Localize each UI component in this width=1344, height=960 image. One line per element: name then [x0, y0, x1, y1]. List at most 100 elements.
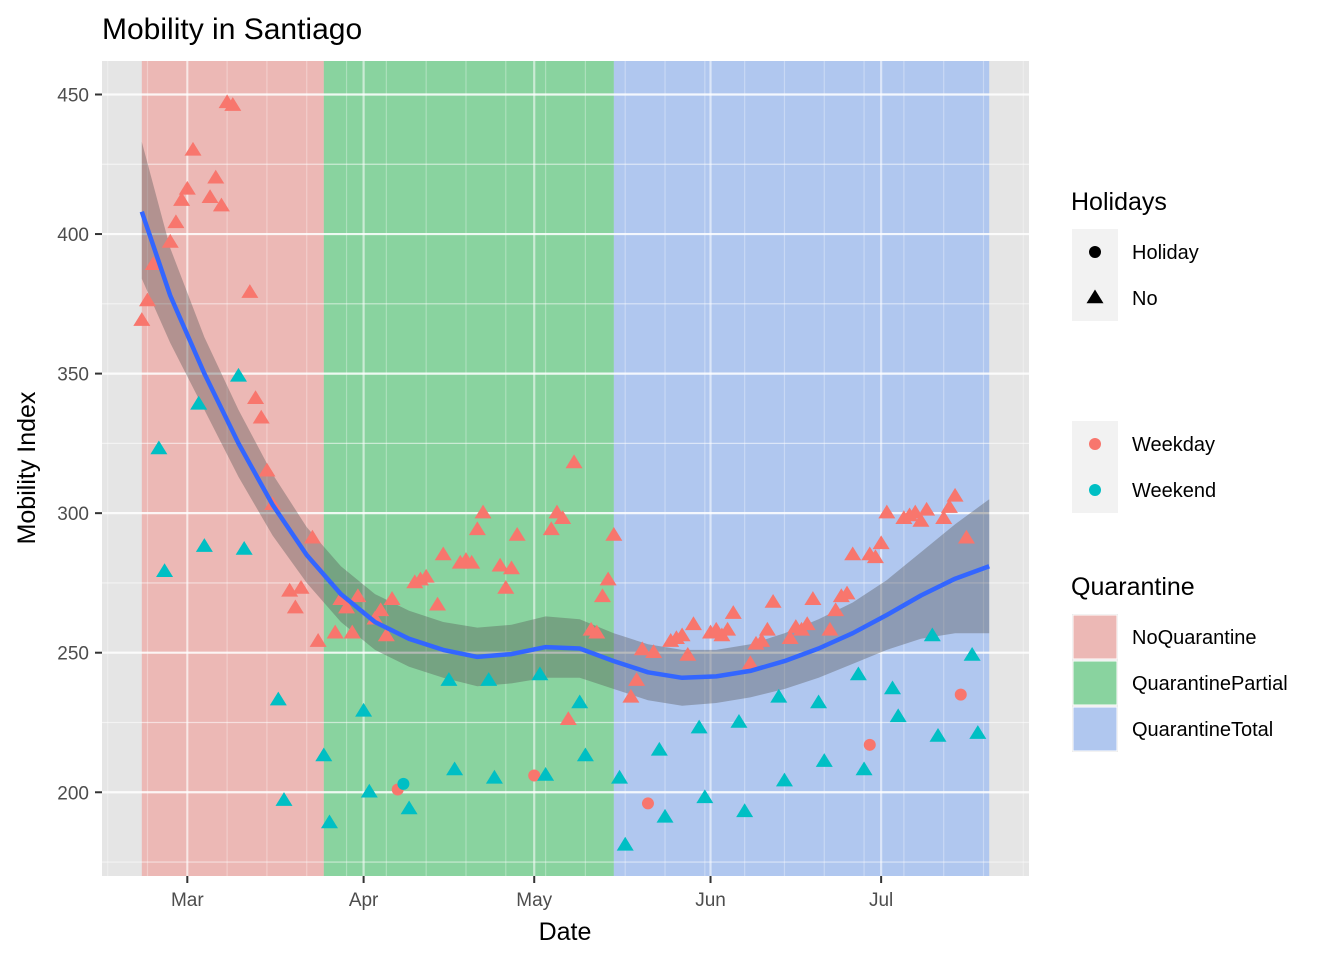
- point-weekday: [821, 621, 839, 636]
- point-weekday: [497, 580, 515, 594]
- point-weekday: [502, 560, 520, 575]
- point-weekday: [633, 641, 651, 656]
- point-weekend: [275, 792, 293, 806]
- point-weekday: [946, 487, 964, 502]
- point-weekday: [468, 521, 486, 536]
- point-weekday: [758, 621, 776, 636]
- point-weekday: [764, 593, 782, 608]
- point-weekday: [827, 602, 845, 617]
- legend-quarantinepartial-swatch: [1072, 660, 1118, 706]
- point-weekend: [616, 836, 634, 851]
- point-weekend: [923, 627, 941, 642]
- point-weekday: [292, 580, 310, 594]
- x-tick-label: Mar: [171, 890, 204, 911]
- point-weekday: [645, 644, 663, 658]
- point-weekend: [269, 691, 287, 706]
- point-weekend: [320, 814, 338, 829]
- point-weekend: [696, 789, 714, 804]
- point-weekend: [440, 672, 458, 686]
- x-axis: Mar Apr May Jun Jul: [171, 876, 893, 911]
- point-weekday: [753, 633, 771, 647]
- point-weekday: [247, 390, 265, 404]
- point-weekend: [190, 395, 208, 410]
- point-weekday: [781, 630, 799, 645]
- point-weekday: [144, 256, 162, 271]
- point-weekday: [474, 504, 492, 519]
- legend-key-bg: [1072, 614, 1118, 660]
- y-tick-label: 300: [57, 504, 89, 525]
- point-weekend: [815, 753, 833, 767]
- point-weekend: [963, 647, 981, 661]
- point-weekday: [326, 624, 344, 639]
- quarantine-band-quarantinetotal: [613, 61, 990, 876]
- point-weekend: [736, 803, 754, 818]
- point-holiday-weekday: [641, 797, 654, 810]
- point-weekday: [303, 529, 321, 544]
- point-weekday: [167, 214, 185, 229]
- point-weekend: [969, 725, 987, 739]
- point-weekday: [724, 605, 742, 619]
- point-weekend: [576, 747, 594, 762]
- point-weekend: [810, 694, 828, 709]
- point-weekday: [542, 521, 560, 536]
- point-weekday: [309, 633, 327, 647]
- point-weekday: [918, 501, 936, 516]
- point-weekday: [673, 627, 691, 642]
- point-weekend: [650, 741, 668, 756]
- point-weekday: [338, 599, 356, 614]
- point-weekend: [360, 783, 378, 798]
- point-weekend: [889, 708, 907, 723]
- legend-title-holidays: Holidays: [1071, 188, 1167, 216]
- point-weekday: [912, 513, 930, 527]
- point-weekday: [508, 526, 526, 541]
- legend-label: QuarantineTotal: [1132, 719, 1273, 741]
- point-weekday: [184, 141, 202, 156]
- point-weekday: [224, 97, 242, 111]
- legend: Holidays Holiday No Weekday Weekend Quarantin…: [1071, 188, 1288, 752]
- point-weekend: [849, 666, 867, 681]
- point-weekday: [161, 233, 179, 248]
- point-weekday: [434, 546, 452, 561]
- point-weekday: [679, 647, 697, 661]
- point-weekday: [383, 591, 401, 605]
- point-weekday: [286, 599, 304, 614]
- point-weekend: [571, 694, 589, 709]
- legend-quarantinetotal-swatch: [1072, 706, 1118, 752]
- point-weekend: [770, 688, 788, 703]
- x-tick-label: May: [516, 890, 552, 911]
- panel-background: [102, 61, 1029, 876]
- point-weekday: [178, 180, 196, 195]
- point-weekday: [628, 672, 646, 686]
- point-holiday-weekday: [954, 688, 967, 701]
- point-weekday: [491, 557, 509, 572]
- x-tick-label: Jun: [695, 890, 726, 911]
- chart-title: Mobility in Santiago: [102, 13, 362, 46]
- legend-label: QuarantinePartial: [1132, 673, 1288, 695]
- legend-key-bg: [1072, 706, 1118, 752]
- legend-key-bg: [1072, 660, 1118, 706]
- point-weekday: [622, 688, 640, 703]
- point-weekday: [258, 462, 276, 477]
- point-weekday: [844, 546, 862, 561]
- point-weekend: [485, 769, 503, 784]
- point-weekend: [315, 747, 333, 762]
- point-weekday: [372, 602, 390, 617]
- point-weekend: [480, 672, 498, 686]
- point-weekday: [935, 510, 953, 525]
- point-weekday: [588, 624, 606, 639]
- point-weekend: [611, 769, 629, 784]
- legend-label: No: [1132, 288, 1158, 310]
- point-weekday: [741, 655, 759, 670]
- quarantine-band-quarantinepartial: [323, 61, 614, 876]
- point-weekend: [537, 767, 555, 781]
- point-holiday-weekday: [863, 738, 876, 751]
- y-tick-label: 250: [57, 644, 89, 665]
- point-weekend: [690, 719, 708, 734]
- y-tick-label: 350: [57, 365, 89, 386]
- legend-noquarantine-swatch: [1072, 614, 1118, 660]
- y-axis-title: Mobility Index: [13, 391, 41, 544]
- point-weekday: [463, 554, 481, 569]
- point-weekend: [195, 538, 213, 552]
- point-weekday: [940, 499, 958, 513]
